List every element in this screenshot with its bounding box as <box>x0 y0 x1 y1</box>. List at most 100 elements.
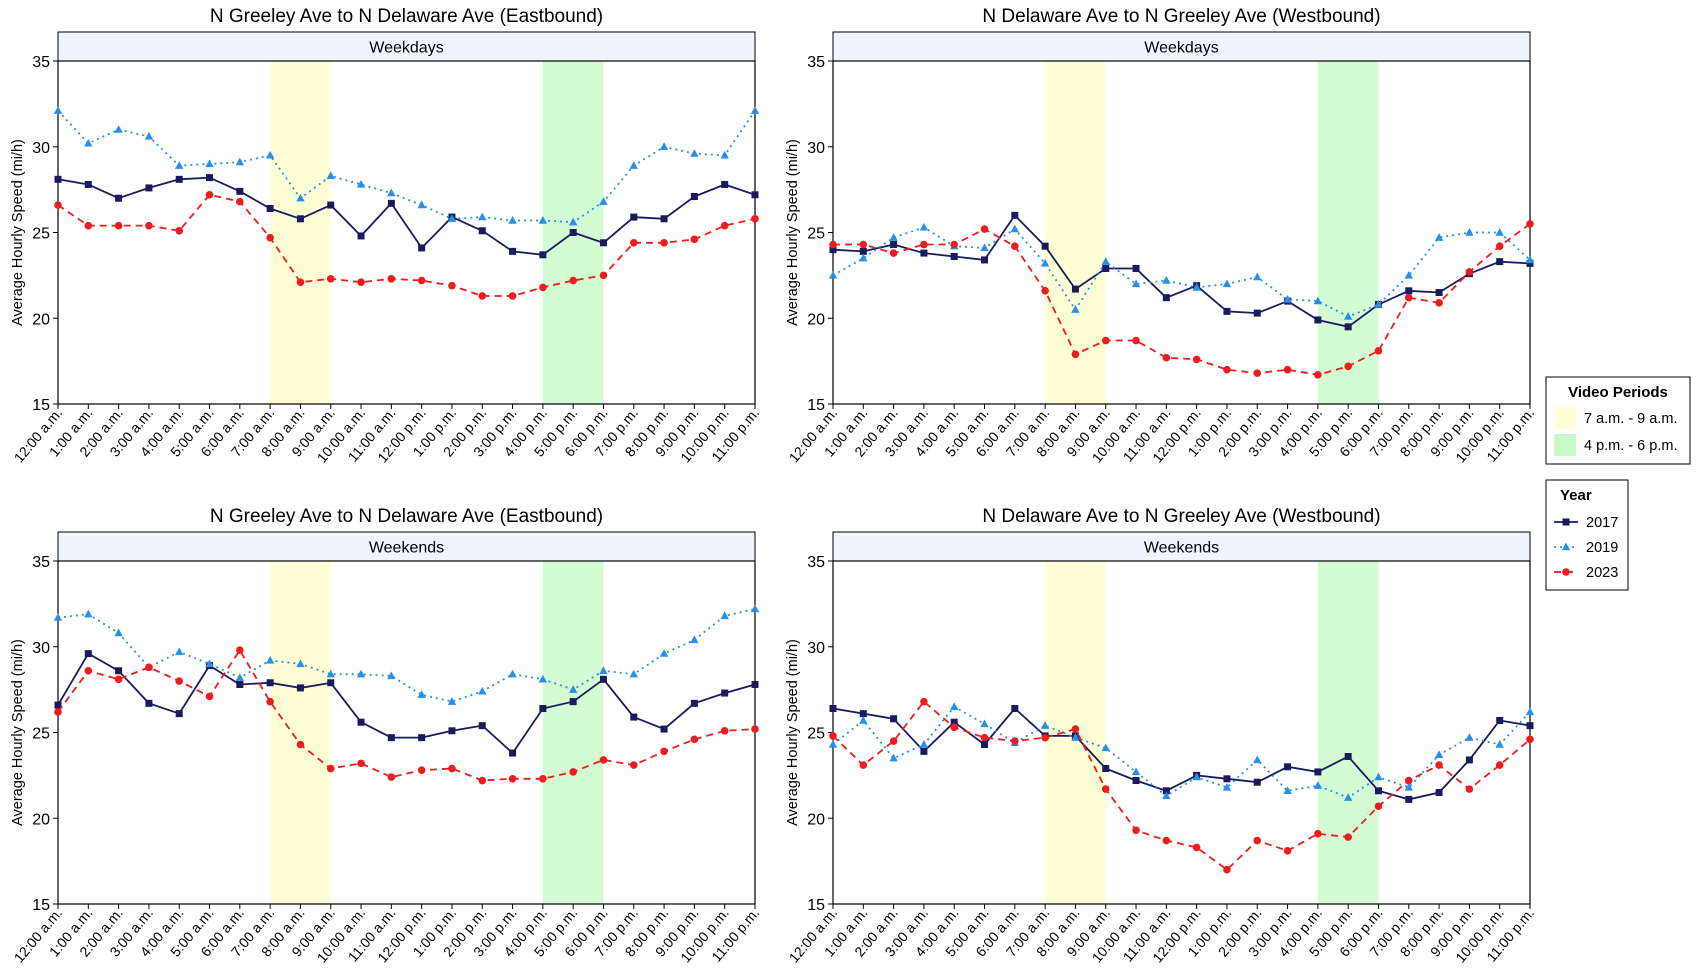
point-2017 <box>236 680 244 688</box>
point-2017 <box>1465 756 1473 764</box>
point-2019 <box>1525 255 1535 264</box>
point-2017 <box>1374 787 1382 795</box>
point-2023 <box>920 697 928 706</box>
point-2019 <box>1374 300 1383 308</box>
series-line-2019 <box>57 608 756 703</box>
plot-frame <box>832 560 1531 905</box>
series-line-2017 <box>832 707 1531 801</box>
point-2019 <box>568 685 578 693</box>
legend-video-periods: Video Periods 7 a.m. - 9 a.m. 4 p.m. - 6 p… <box>1545 376 1691 465</box>
am-video-band <box>1045 61 1106 404</box>
point-2023 <box>690 735 699 744</box>
series-line-2019 <box>832 705 1531 799</box>
y-axis-label: Average Hourly Speed (mi/h) <box>10 639 26 826</box>
point-2023 <box>1253 836 1262 845</box>
point-2017 <box>509 247 517 255</box>
point-2017 <box>478 722 486 730</box>
legend-label: 4 p.m. - 6 p.m. <box>1584 438 1677 454</box>
point-2017 <box>981 741 989 749</box>
point-2023 <box>920 240 928 249</box>
point-2019 <box>889 753 898 762</box>
point-2019 <box>690 149 699 157</box>
point-2019 <box>1283 294 1292 303</box>
point-2023 <box>950 723 959 732</box>
point-2023 <box>1374 347 1383 355</box>
y-tick-label: 20 <box>807 811 825 828</box>
point-2017 <box>1405 795 1413 803</box>
chart-panel-3: N Greeley Ave to N Delaware Ave (Eastbou… <box>10 506 762 966</box>
point-2019 <box>508 215 517 224</box>
y-tick-label: 35 <box>32 554 50 571</box>
point-2023 <box>1526 220 1534 228</box>
point-2023 <box>1071 350 1080 359</box>
point-2017 <box>690 699 698 707</box>
point-2023 <box>569 768 577 776</box>
point-2019 <box>1222 279 1232 288</box>
point-2017 <box>1526 259 1534 267</box>
point-2017 <box>539 251 547 259</box>
point-2023 <box>478 776 487 785</box>
point-2017 <box>859 247 867 255</box>
point-2019 <box>1162 791 1171 800</box>
point-2019 <box>980 719 989 728</box>
pm-video-band <box>1317 61 1379 404</box>
point-2023 <box>296 740 305 749</box>
point-2017 <box>1344 753 1352 761</box>
point-2019 <box>659 142 669 150</box>
point-2019 <box>1434 750 1444 758</box>
point-2019 <box>478 212 487 221</box>
point-2017 <box>1496 716 1504 724</box>
point-2017 <box>1435 789 1443 797</box>
point-2019 <box>1283 786 1292 795</box>
point-2019 <box>326 669 335 678</box>
point-2023 <box>1223 365 1231 374</box>
point-2019 <box>265 655 275 664</box>
point-2019 <box>387 188 396 197</box>
point-2019 <box>1071 305 1080 313</box>
point-2017 <box>357 718 365 726</box>
point-2019 <box>235 157 245 166</box>
point-2017 <box>296 684 304 692</box>
point-2019 <box>447 697 457 705</box>
point-2017 <box>690 192 698 200</box>
point-2017 <box>1435 289 1443 297</box>
point-2019 <box>1404 270 1413 279</box>
point-2023 <box>1041 287 1049 295</box>
point-2023 <box>859 761 868 769</box>
point-2017 <box>84 180 92 188</box>
point-2023 <box>1101 785 1110 793</box>
point-2019 <box>1192 772 1201 781</box>
point-2017 <box>721 180 729 188</box>
panel-strip-label: Weekends <box>1144 540 1219 557</box>
point-2019 <box>478 686 487 695</box>
point-2019 <box>417 200 426 209</box>
panel-title: N Delaware Ave to N Greeley Ave (Westbou… <box>982 506 1380 527</box>
point-2023 <box>175 226 184 235</box>
point-2017 <box>630 713 638 721</box>
point-2017 <box>721 689 729 697</box>
plot-frame <box>832 60 1531 405</box>
series-line-2017 <box>832 213 1531 328</box>
point-2023 <box>629 238 638 247</box>
point-2017 <box>569 698 577 706</box>
point-2023 <box>1344 833 1352 841</box>
point-2023 <box>448 281 456 290</box>
point-2017 <box>751 680 759 688</box>
point-2019 <box>690 635 699 644</box>
point-2023 <box>859 240 868 249</box>
point-2023 <box>145 663 153 672</box>
point-2017 <box>266 204 274 212</box>
panel-title: N Greeley Ave to N Delaware Ave (Eastbou… <box>210 506 603 527</box>
point-2017 <box>1102 765 1110 773</box>
point-2023 <box>1283 365 1292 374</box>
point-2019 <box>205 159 214 168</box>
point-2023 <box>114 675 123 684</box>
panel-title: N Delaware Ave to N Greeley Ave (Westbou… <box>982 6 1380 27</box>
point-2023 <box>1162 353 1171 362</box>
point-2023 <box>1344 362 1352 371</box>
point-2017 <box>569 229 577 236</box>
point-2017 <box>920 747 928 755</box>
point-2023 <box>660 238 668 247</box>
legend-marker <box>1562 568 1570 576</box>
y-axis-label: Average Hourly Speed (mi/h) <box>10 139 26 326</box>
